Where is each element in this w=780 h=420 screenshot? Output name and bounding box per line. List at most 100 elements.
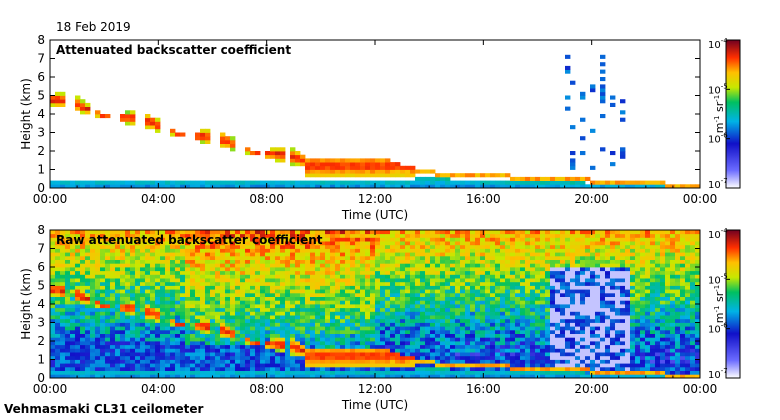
heatmap-cell (265, 322, 271, 327)
heatmap-cell (335, 237, 341, 242)
heatmap-cell (270, 267, 276, 272)
heatmap-cell (220, 180, 226, 185)
heatmap-cell (345, 296, 351, 301)
heatmap-cell (80, 374, 86, 378)
heatmap-cell (125, 326, 131, 331)
heatmap-cell (525, 255, 531, 260)
heatmap-cell (75, 363, 81, 368)
heatmap-cell (530, 255, 536, 260)
heatmap-cell (560, 341, 566, 346)
heatmap-cell (355, 267, 361, 272)
heatmap-cell (520, 292, 526, 297)
heatmap-cell (230, 270, 236, 275)
heatmap-cell (105, 184, 111, 188)
heatmap-cell (310, 333, 316, 338)
heatmap-cell (80, 237, 86, 242)
heatmap-cell (305, 259, 311, 264)
heatmap-cell (490, 344, 496, 349)
heatmap-cell (495, 326, 501, 331)
heatmap-cell (310, 296, 316, 301)
heatmap-cell (60, 233, 66, 238)
heatmap-cell (570, 289, 576, 294)
heatmap-cell (220, 307, 226, 312)
heatmap-cell (75, 102, 81, 107)
heatmap-cell (465, 366, 471, 371)
heatmap-cell (160, 244, 166, 249)
heatmap-cell (190, 337, 196, 342)
heatmap-cell (480, 278, 486, 283)
heatmap-cell (515, 289, 521, 294)
heatmap-cell (250, 180, 256, 185)
heatmap-cell (280, 296, 286, 301)
heatmap-cell (485, 326, 491, 331)
heatmap-cell (540, 366, 546, 371)
heatmap-cell (345, 304, 351, 309)
heatmap-cell (250, 281, 256, 286)
heatmap-cell (160, 315, 166, 320)
heatmap-cell (445, 278, 451, 283)
heatmap-cell (300, 296, 306, 301)
heatmap-cell (325, 233, 331, 238)
heatmap-cell (325, 370, 331, 375)
heatmap-cell (565, 355, 571, 360)
heatmap-cell (455, 363, 461, 368)
heatmap-cell (330, 292, 336, 297)
heatmap-cell (55, 259, 61, 264)
heatmap-cell (360, 348, 366, 353)
heatmap-cell (155, 333, 161, 338)
heatmap-cell (80, 307, 86, 312)
heatmap-cell (550, 285, 556, 290)
heatmap-cell (545, 326, 551, 331)
heatmap-cell (250, 363, 256, 368)
heatmap-cell (385, 278, 391, 283)
heatmap-cell (275, 363, 281, 368)
heatmap-cell (270, 333, 276, 338)
heatmap-cell (270, 326, 276, 331)
heatmap-cell (160, 263, 166, 268)
heatmap-cell (455, 374, 461, 378)
heatmap-cell (415, 352, 421, 357)
heatmap-cell (275, 352, 281, 357)
heatmap-cell (455, 248, 461, 253)
heatmap-cell (590, 255, 596, 260)
heatmap-cell (230, 311, 236, 316)
heatmap-cell (430, 307, 436, 312)
heatmap-cell (330, 162, 336, 167)
heatmap-cell (230, 304, 236, 309)
heatmap-cell (310, 281, 316, 286)
heatmap-cell (240, 281, 246, 286)
heatmap-cell (475, 180, 481, 185)
heatmap-cell (495, 233, 501, 238)
heatmap-cell (165, 278, 171, 283)
heatmap-cell (430, 281, 436, 286)
heatmap-cell (60, 248, 66, 253)
heatmap-cell (575, 259, 581, 264)
heatmap-cell (535, 259, 541, 264)
heatmap-cell (65, 326, 71, 331)
heatmap-cell (595, 184, 601, 188)
heatmap-cell (50, 289, 56, 294)
heatmap-cell (300, 281, 306, 286)
heatmap-cell (315, 366, 321, 371)
heatmap-cell (395, 252, 401, 257)
heatmap-cell (460, 296, 466, 301)
heatmap-cell (220, 300, 226, 305)
heatmap-cell (120, 352, 126, 357)
heatmap-cell (390, 352, 396, 357)
heatmap-cell (60, 281, 66, 286)
heatmap-cell (435, 252, 441, 257)
heatmap-cell (620, 147, 626, 152)
heatmap-cell (465, 173, 471, 178)
heatmap-cell (340, 344, 346, 349)
heatmap-cell (90, 344, 96, 349)
heatmap-cell (470, 230, 476, 235)
heatmap-cell (445, 329, 451, 334)
heatmap-cell (515, 355, 521, 360)
heatmap-cell (225, 304, 231, 309)
heatmap-cell (165, 281, 171, 286)
heatmap-cell (485, 285, 491, 290)
heatmap-cell (420, 274, 426, 279)
heatmap-cell (205, 344, 211, 349)
heatmap-cell (460, 315, 466, 320)
heatmap-cell (350, 230, 356, 235)
